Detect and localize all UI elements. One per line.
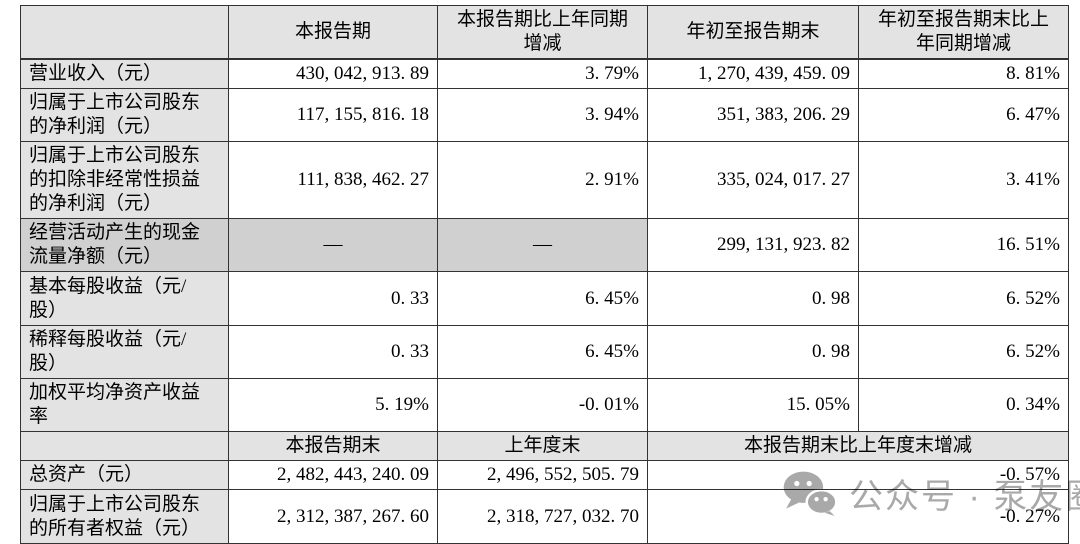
table-cell: 6. 52% [858, 271, 1069, 326]
table-cell: 299, 131, 923. 82 [647, 218, 859, 272]
table-cell: 335, 024, 017. 27 [647, 141, 859, 219]
table-cell: 16. 51% [858, 218, 1069, 272]
header-cell-yoy-change: 本报告期比上年同期 增减 [437, 5, 648, 60]
table-cell: 6. 47% [858, 88, 1069, 142]
header-cell-change-vs-last-year-end: 本报告期末比上年度末增减 [647, 431, 1069, 461]
table-cell: 117, 155, 816. 18 [228, 88, 438, 142]
table-cell: 111, 838, 462. 27 [228, 141, 438, 219]
financial-summary-table: 本报告期 本报告期比上年同期 增减 年初至报告期末 年初至报告期末比上 年同期增… [20, 5, 1069, 544]
table-cell: 0. 33 [228, 325, 438, 379]
row-label: 归属于上市公司股东 的所有者权益（元） [20, 489, 229, 544]
table-row-diluted-eps: 稀释每股收益（元/ 股） 0. 33 6. 45% 0. 98 6. 52% [20, 325, 1069, 379]
table-cell: 2, 482, 443, 240. 09 [228, 460, 438, 490]
table-cell: 430, 042, 913. 89 [228, 58, 438, 89]
table-cell: 5. 19% [228, 378, 438, 432]
table-cell: 0. 34% [858, 378, 1069, 432]
table-cell: 2, 312, 387, 267. 60 [228, 489, 438, 544]
table-cell: — [228, 218, 438, 272]
table-cell: 351, 383, 206. 29 [647, 88, 859, 142]
table-cell: 6. 52% [858, 325, 1069, 379]
table-cell: 0. 98 [647, 271, 859, 326]
row-label: 稀释每股收益（元/ 股） [20, 325, 229, 379]
row-label: 归属于上市公司股东 的扣除非经常性损益 的净利润（元） [20, 141, 229, 219]
table-row-basic-eps: 基本每股收益（元/ 股） 0. 33 6. 45% 0. 98 6. 52% [20, 271, 1069, 326]
table-cell: 3. 41% [858, 141, 1069, 219]
table-row-deducted-net-profit: 归属于上市公司股东 的扣除非经常性损益 的净利润（元） 111, 838, 46… [20, 141, 1069, 219]
header-cell-end-of-last-year: 上年度末 [437, 431, 648, 461]
table-cell: 6. 45% [437, 325, 648, 379]
table-cell: 0. 33 [228, 271, 438, 326]
table-cell: 15. 05% [647, 378, 859, 432]
table-cell: -0. 01% [437, 378, 648, 432]
table-cell: 1, 270, 439, 459. 09 [647, 58, 859, 89]
table-row-revenue: 营业收入（元） 430, 042, 913. 89 3. 79% 1, 270,… [20, 58, 1069, 89]
table-header-row-1: 本报告期 本报告期比上年同期 增减 年初至报告期末 年初至报告期末比上 年同期增… [20, 5, 1069, 60]
row-label: 总资产（元） [20, 460, 229, 490]
header-cell-blank [20, 5, 229, 60]
table-cell: 3. 79% [437, 58, 648, 89]
row-label: 营业收入（元） [20, 58, 229, 89]
table-cell: — [437, 218, 648, 272]
row-label: 加权平均净资产收益 率 [20, 378, 229, 432]
table-cell: 3. 94% [437, 88, 648, 142]
row-label: 基本每股收益（元/ 股） [20, 271, 229, 326]
table-cell: 2, 496, 552, 505. 79 [437, 460, 648, 490]
table-cell: 2. 91% [437, 141, 648, 219]
table-header-row-2: 本报告期末 上年度末 本报告期末比上年度末增减 [20, 431, 1069, 461]
header-cell-current-period: 本报告期 [228, 5, 438, 60]
header-cell-blank [20, 431, 229, 461]
table-row-total-assets: 总资产（元） 2, 482, 443, 240. 09 2, 496, 552,… [20, 460, 1069, 490]
table-row-operating-cash-flow: 经营活动产生的现金 流量净额（元） — — 299, 131, 923. 82 … [20, 218, 1069, 272]
row-label: 归属于上市公司股东 的净利润（元） [20, 88, 229, 142]
table-row-weighted-roe: 加权平均净资产收益 率 5. 19% -0. 01% 15. 05% 0. 34… [20, 378, 1069, 432]
table-cell: 0. 98 [647, 325, 859, 379]
header-cell-ytd: 年初至报告期末 [647, 5, 859, 60]
table-cell: -0. 27% [647, 489, 1069, 544]
table-cell: 8. 81% [858, 58, 1069, 89]
header-cell-ytd-yoy-change: 年初至报告期末比上 年同期增减 [858, 5, 1069, 60]
table-row-net-profit: 归属于上市公司股东 的净利润（元） 117, 155, 816. 18 3. 9… [20, 88, 1069, 142]
table-cell: -0. 57% [647, 460, 1069, 490]
table-cell: 2, 318, 727, 032. 70 [437, 489, 648, 544]
row-label: 经营活动产生的现金 流量净额（元） [20, 218, 229, 272]
table-row-owners-equity: 归属于上市公司股东 的所有者权益（元） 2, 312, 387, 267. 60… [20, 489, 1069, 544]
table-cell: 6. 45% [437, 271, 648, 326]
header-cell-end-of-period: 本报告期末 [228, 431, 438, 461]
